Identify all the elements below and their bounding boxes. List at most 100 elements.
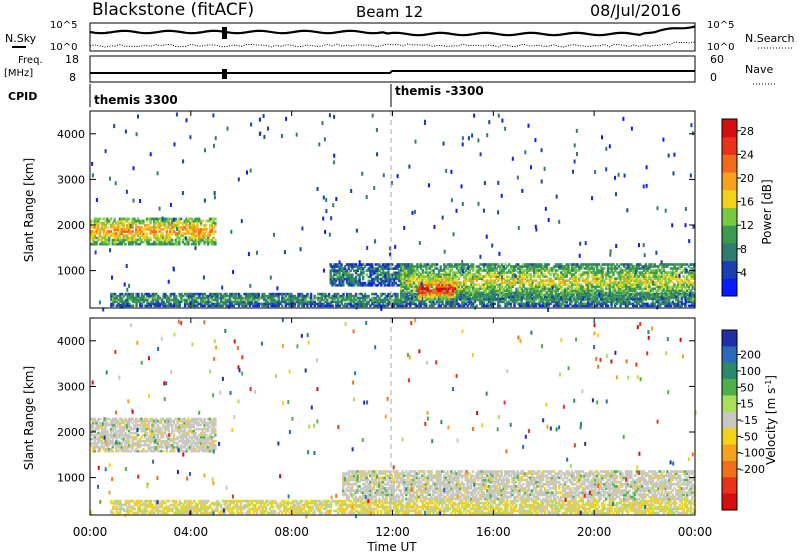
echo-cell (621, 277, 624, 280)
echo-cell (155, 302, 158, 306)
echo-cell (558, 287, 561, 291)
echo-cell (93, 232, 96, 235)
echo-cell (356, 267, 359, 270)
echo-cell (653, 269, 656, 272)
echo-cell (127, 240, 131, 244)
echo-cell (144, 292, 147, 296)
echo-cell (610, 275, 613, 278)
echo-cell (549, 293, 552, 297)
echo-cell (538, 265, 541, 268)
echo-cell (475, 279, 478, 282)
echo-cell (470, 263, 473, 266)
echo-cell (468, 289, 471, 293)
echo-cell (653, 304, 656, 308)
echo-cell (601, 269, 604, 272)
echo-cell (148, 296, 151, 300)
echo-cell (135, 219, 138, 223)
echo-cell (470, 279, 473, 282)
echo-cell (666, 263, 669, 266)
echo-cell (347, 294, 351, 298)
echo-cell (572, 289, 576, 293)
echo-cell (533, 279, 536, 282)
echo-cell (578, 297, 581, 301)
echo-cell (162, 232, 165, 235)
echo-cell (669, 285, 673, 289)
echo-cell (428, 295, 431, 299)
echo-cell (372, 296, 376, 300)
echo-cell (212, 236, 215, 240)
echo-cell (633, 279, 637, 282)
echo-cell (190, 236, 194, 240)
echo-cell (500, 279, 504, 282)
echo-cell (524, 295, 527, 299)
echo-cell (556, 275, 559, 278)
echo-cell (650, 293, 653, 297)
echo-cell (592, 293, 595, 297)
echo-cell (169, 292, 172, 296)
echo-cell (376, 271, 379, 275)
echo-cell (120, 242, 123, 246)
echo-cell (538, 289, 541, 293)
freq-strip (89, 55, 696, 83)
echo-cell (488, 283, 491, 286)
echo-cell (637, 279, 640, 282)
echo-cell (689, 267, 692, 270)
echo-cell (621, 271, 624, 274)
echo-cell (210, 238, 213, 242)
echo-cell (427, 283, 430, 286)
echo-cell (434, 265, 437, 268)
echo-cell (304, 300, 307, 304)
echo-cell (137, 298, 140, 302)
echo-cell (486, 281, 489, 284)
echo-cell (216, 300, 219, 304)
echo-cell (153, 292, 156, 296)
echo-cell (270, 292, 273, 296)
echo-cell (481, 263, 484, 266)
echo-cell (378, 273, 381, 277)
echo-cell (570, 273, 574, 276)
echo-cell (569, 291, 572, 295)
echo-cell (403, 269, 407, 272)
echo-cell (597, 263, 601, 266)
echo-cell (153, 296, 156, 300)
echo-cell (407, 277, 410, 280)
echo-cell (477, 289, 480, 293)
echo-cell (412, 298, 415, 302)
echo-cell (419, 279, 422, 282)
echo-cell (457, 291, 460, 295)
echo-cell (299, 292, 302, 296)
echo-cell (648, 297, 651, 301)
echo-cell (412, 271, 416, 274)
echo-cell (391, 263, 394, 266)
echo-cell (472, 267, 475, 270)
echo-cell (390, 298, 394, 302)
echo-cell (518, 279, 522, 282)
echo-cell (515, 289, 518, 293)
echo-cell (409, 263, 412, 266)
echo-cell (461, 302, 464, 306)
echo-cell (142, 221, 145, 225)
echo-cell (509, 277, 513, 280)
echo-cell (347, 275, 350, 279)
echo-cell (199, 232, 203, 235)
echo-cell (225, 292, 228, 296)
echo-cell (149, 219, 152, 223)
echo-cell (365, 300, 369, 304)
echo-cell (466, 304, 469, 308)
echo-cell (167, 234, 170, 238)
echo-cell (594, 285, 597, 289)
echo-cell (284, 294, 288, 298)
echo-cell (428, 304, 432, 308)
echo-cell (526, 275, 529, 278)
echo-cell (693, 265, 696, 268)
echo-cell (536, 291, 540, 295)
echo-cell (136, 226, 140, 229)
echo-cell (601, 281, 604, 284)
echo-cell (506, 304, 509, 308)
echo-cell (572, 304, 575, 308)
echo-cell (497, 289, 500, 293)
echo-cell (495, 269, 498, 272)
echo-cell (678, 265, 682, 268)
echo-cell (423, 300, 426, 304)
echo-cell (401, 277, 405, 280)
